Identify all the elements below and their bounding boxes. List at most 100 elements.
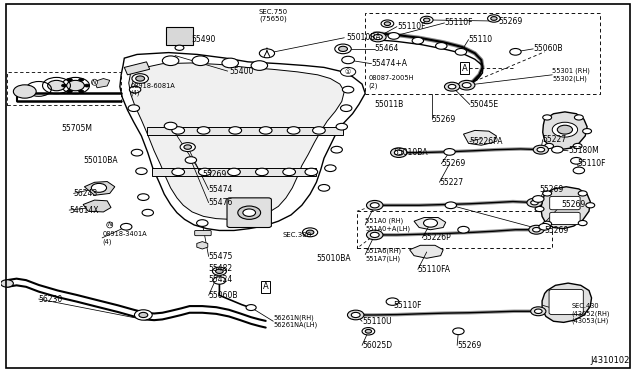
- Circle shape: [552, 122, 577, 137]
- Circle shape: [533, 145, 548, 154]
- Text: 55490: 55490: [191, 35, 215, 44]
- Circle shape: [367, 230, 383, 240]
- Circle shape: [535, 206, 544, 212]
- Text: 56230: 56230: [39, 295, 63, 304]
- Circle shape: [340, 67, 356, 76]
- FancyBboxPatch shape: [550, 196, 580, 210]
- Text: ①: ①: [345, 69, 351, 75]
- Text: 55110: 55110: [468, 35, 493, 44]
- Circle shape: [390, 148, 407, 157]
- Circle shape: [287, 127, 300, 134]
- Text: 55045E: 55045E: [470, 100, 499, 109]
- Circle shape: [458, 227, 469, 233]
- Circle shape: [575, 115, 583, 120]
- Circle shape: [47, 80, 65, 91]
- FancyBboxPatch shape: [195, 231, 211, 235]
- Circle shape: [543, 115, 552, 120]
- Circle shape: [491, 17, 497, 20]
- Circle shape: [445, 202, 456, 209]
- Circle shape: [342, 56, 355, 64]
- Text: 55110F: 55110F: [577, 159, 606, 168]
- Text: 55110F: 55110F: [394, 301, 422, 310]
- Circle shape: [180, 142, 195, 151]
- Circle shape: [324, 165, 336, 171]
- Circle shape: [331, 146, 342, 153]
- Circle shape: [367, 201, 383, 210]
- Circle shape: [222, 58, 239, 68]
- Circle shape: [444, 148, 455, 155]
- Circle shape: [573, 167, 584, 174]
- Circle shape: [251, 61, 268, 70]
- Text: 55424: 55424: [209, 275, 233, 284]
- Polygon shape: [542, 283, 591, 323]
- Polygon shape: [541, 187, 590, 229]
- Circle shape: [228, 168, 241, 176]
- Circle shape: [164, 122, 177, 130]
- Text: SEC.750
(75650): SEC.750 (75650): [259, 9, 288, 22]
- Text: 55060B: 55060B: [209, 291, 238, 300]
- Circle shape: [462, 83, 471, 88]
- Circle shape: [384, 22, 390, 26]
- Circle shape: [142, 209, 154, 216]
- Circle shape: [336, 124, 348, 130]
- Text: 55269: 55269: [540, 185, 564, 194]
- Text: 55269: 55269: [499, 17, 523, 26]
- Text: N: N: [92, 80, 97, 85]
- Circle shape: [198, 168, 211, 176]
- Circle shape: [339, 46, 348, 51]
- Circle shape: [132, 74, 148, 83]
- Circle shape: [348, 310, 364, 320]
- Circle shape: [185, 157, 196, 163]
- Circle shape: [420, 16, 433, 24]
- Circle shape: [67, 90, 72, 93]
- Text: 55227: 55227: [440, 178, 463, 187]
- Circle shape: [243, 209, 255, 217]
- Text: 55269: 55269: [545, 226, 569, 235]
- Polygon shape: [84, 182, 115, 195]
- Circle shape: [318, 185, 330, 191]
- Circle shape: [342, 86, 354, 93]
- Circle shape: [92, 183, 107, 192]
- Text: 55474+A: 55474+A: [372, 59, 408, 68]
- Circle shape: [67, 78, 72, 81]
- Circle shape: [307, 230, 314, 235]
- Circle shape: [136, 76, 145, 81]
- Text: 55110F: 55110F: [397, 22, 426, 31]
- Circle shape: [136, 168, 147, 174]
- Circle shape: [163, 56, 179, 65]
- Circle shape: [139, 312, 148, 318]
- Circle shape: [444, 82, 460, 91]
- Circle shape: [79, 78, 84, 81]
- Text: 56025D: 56025D: [362, 341, 392, 350]
- Circle shape: [312, 127, 325, 134]
- Circle shape: [229, 127, 241, 134]
- Circle shape: [197, 127, 210, 134]
- Polygon shape: [410, 245, 443, 258]
- Circle shape: [134, 310, 152, 320]
- Circle shape: [386, 298, 399, 305]
- Circle shape: [370, 32, 386, 42]
- Circle shape: [394, 150, 403, 155]
- Circle shape: [543, 191, 552, 196]
- Circle shape: [532, 196, 544, 202]
- Circle shape: [192, 56, 209, 65]
- Circle shape: [557, 125, 573, 134]
- FancyBboxPatch shape: [549, 289, 583, 315]
- Text: 55269: 55269: [457, 341, 481, 350]
- Text: A: A: [462, 64, 468, 73]
- Circle shape: [184, 145, 191, 149]
- FancyBboxPatch shape: [166, 27, 193, 45]
- Circle shape: [578, 221, 587, 226]
- Circle shape: [510, 48, 521, 55]
- Text: 55110U: 55110U: [362, 317, 392, 326]
- Text: 55464: 55464: [375, 44, 399, 53]
- Circle shape: [374, 35, 382, 39]
- Circle shape: [172, 168, 184, 176]
- Text: SEC.380: SEC.380: [283, 232, 312, 238]
- Circle shape: [259, 49, 275, 58]
- Text: 55180M: 55180M: [568, 146, 599, 155]
- Circle shape: [371, 203, 379, 208]
- Circle shape: [259, 127, 272, 134]
- Circle shape: [351, 312, 360, 318]
- Text: 54614X: 54614X: [69, 206, 99, 215]
